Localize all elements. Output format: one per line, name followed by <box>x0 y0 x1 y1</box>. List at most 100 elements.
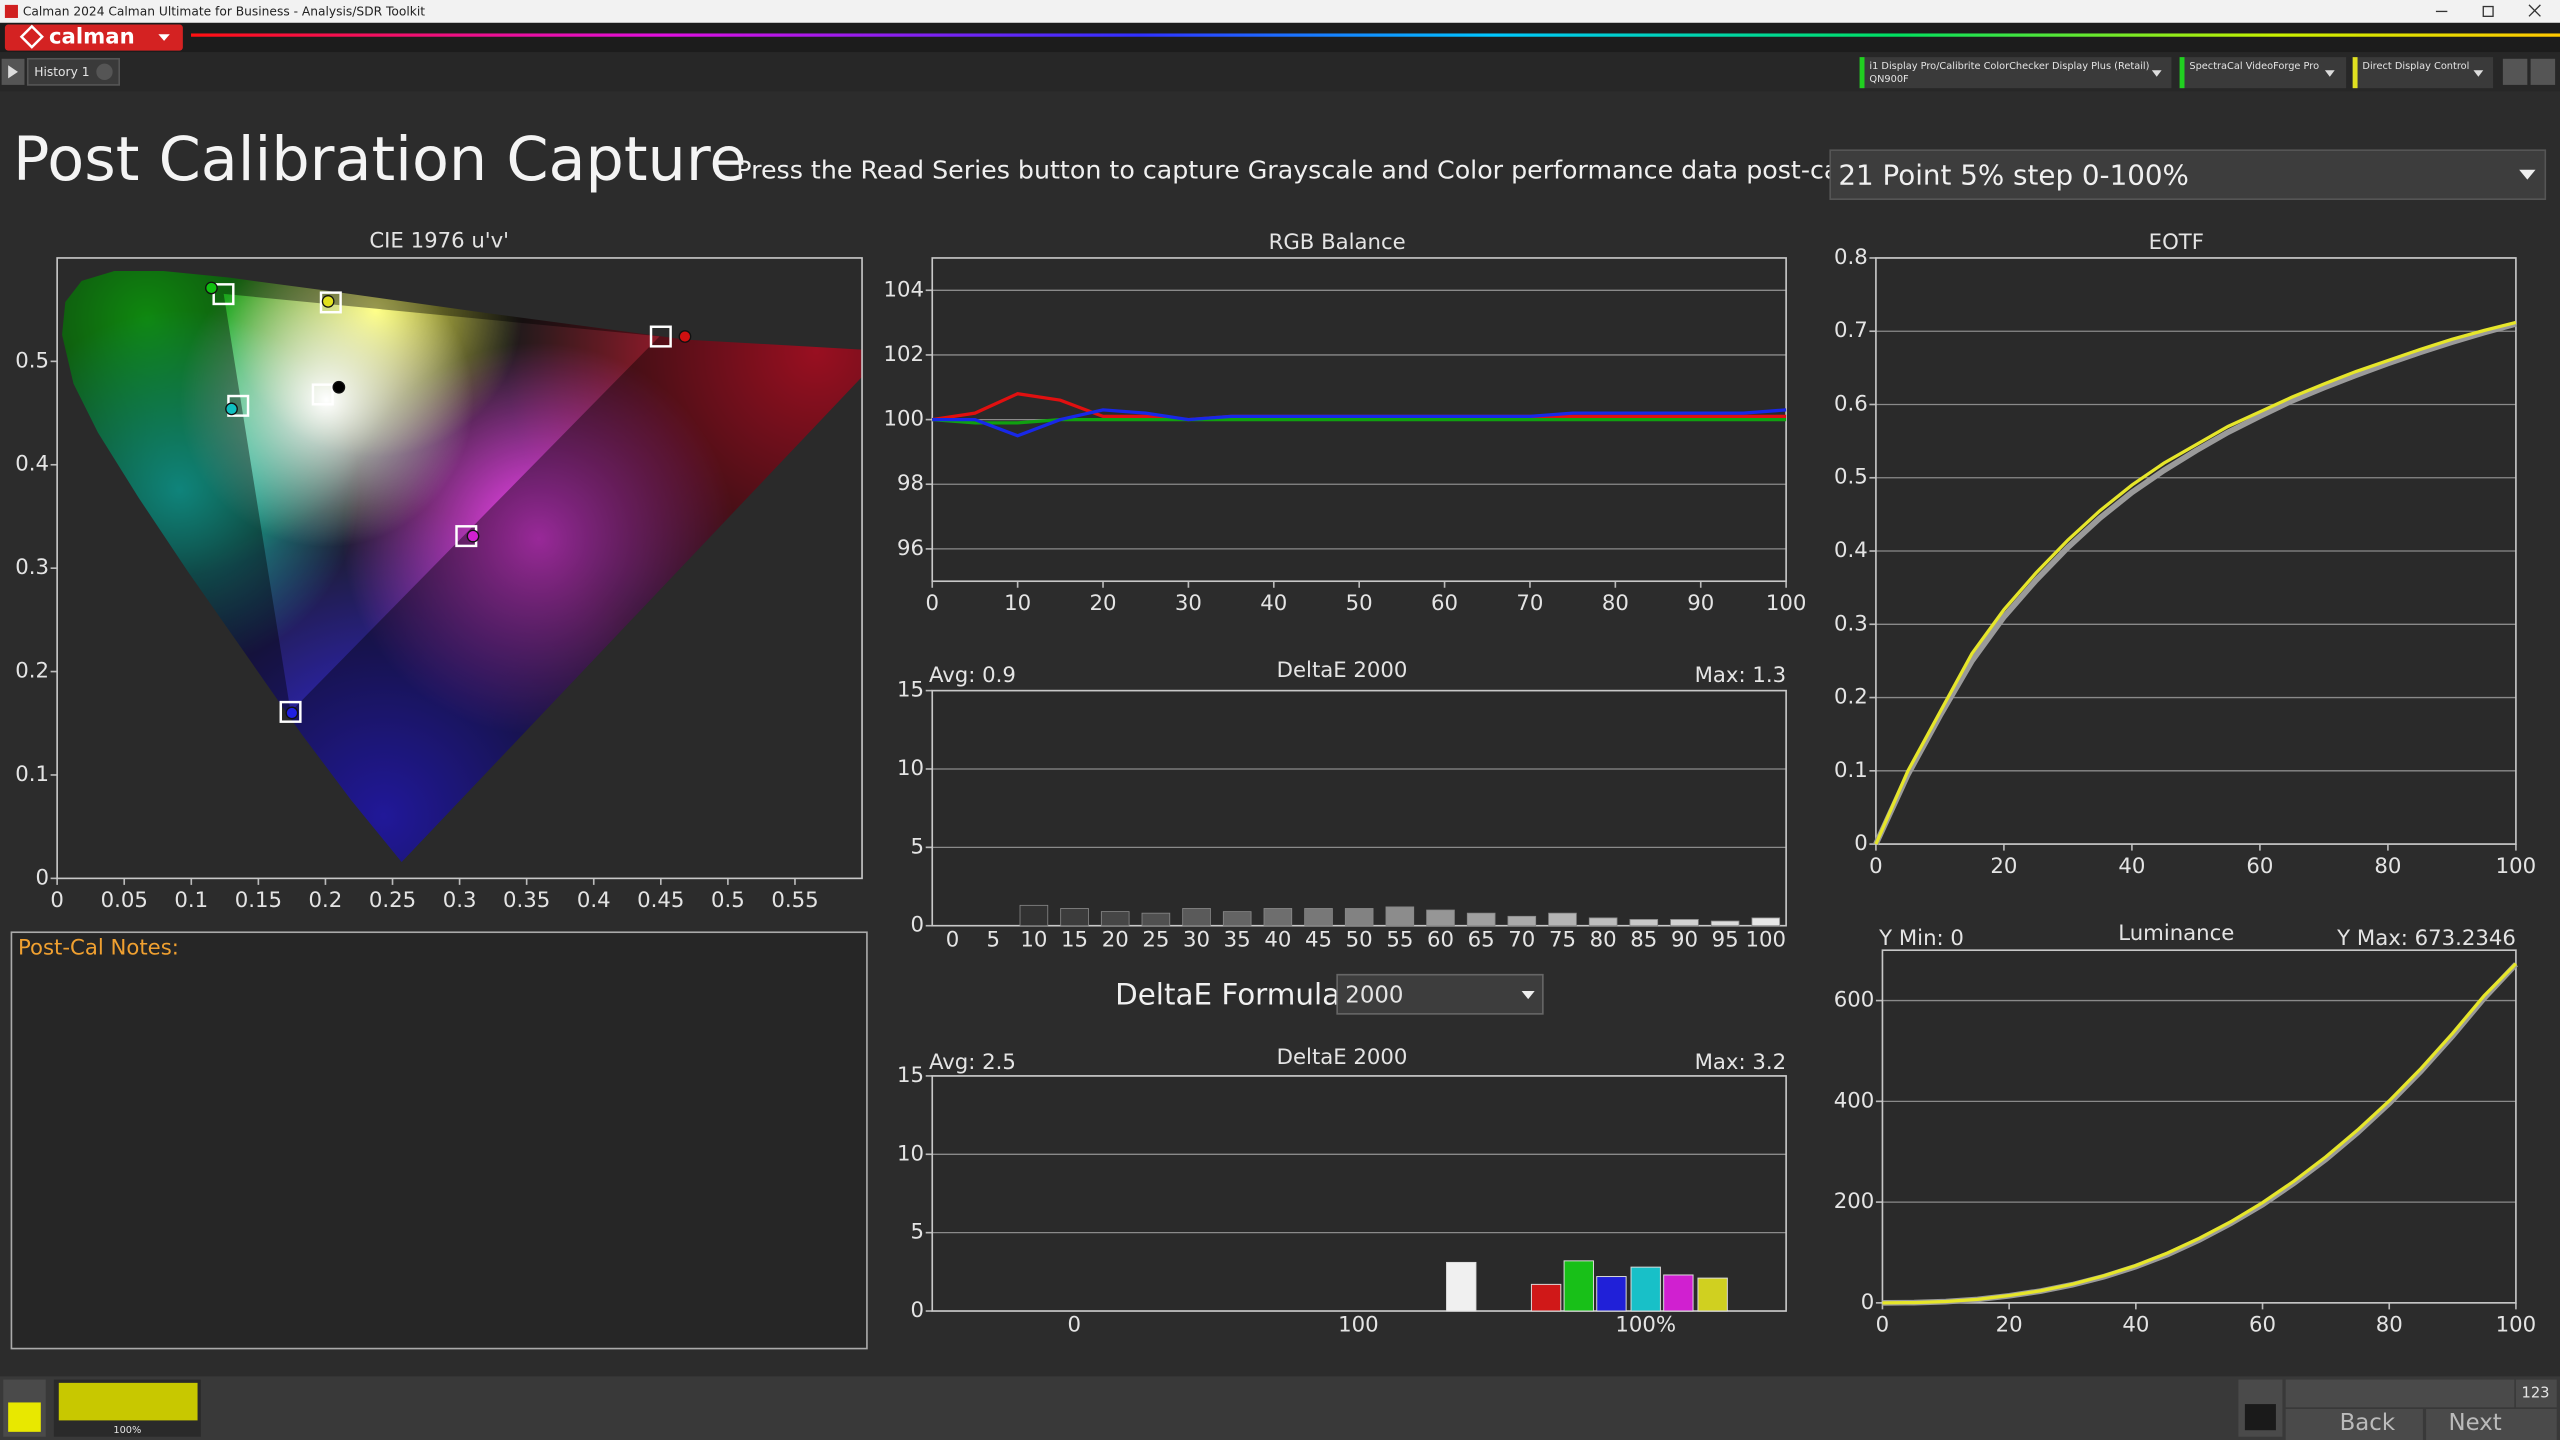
y-tick-label: 0 <box>1854 831 1868 856</box>
counter-box[interactable] <box>2515 1379 2557 1408</box>
chart-title: DeltaE 2000 <box>1277 658 1408 683</box>
app-icon <box>4 4 18 18</box>
bar <box>1563 1260 1594 1312</box>
logo-icon <box>19 24 44 49</box>
bar <box>1507 915 1537 927</box>
x-tick-label: 0 <box>946 927 960 952</box>
device-box[interactable] <box>2352 57 2494 89</box>
x-tick-label: 0.25 <box>369 888 416 913</box>
x-tick-label: 30 <box>1183 927 1210 952</box>
dropdown-arrow <box>1521 991 1535 1000</box>
x-tick-label: 0.55 <box>771 888 818 913</box>
source-swatch <box>8 1402 41 1432</box>
y-tick-label: 0.1 <box>1834 758 1868 783</box>
bar <box>1548 912 1577 927</box>
bar <box>1751 917 1781 927</box>
y-tick-label: 0.2 <box>1834 685 1868 710</box>
play-icon <box>8 65 18 79</box>
formula-label: DeltaE Formula <box>1115 977 1340 1011</box>
y-tick-label: 10 <box>897 756 924 781</box>
x-tick-label: 0 <box>1876 1313 1890 1338</box>
x-tick-label: 5 <box>986 927 1000 952</box>
notes-box[interactable] <box>10 931 868 1350</box>
next-label: Next <box>2448 1410 2501 1436</box>
bar <box>1588 917 1618 927</box>
x-tick-label: 0 <box>925 591 939 616</box>
bar <box>1344 908 1374 927</box>
logo-button[interactable] <box>4 24 183 51</box>
y-tick-label: 100 <box>884 407 925 432</box>
y-tick-label: 0.4 <box>15 452 49 477</box>
x-tick-label: 75 <box>1549 927 1576 952</box>
x-tick-label: 15 <box>1061 927 1088 952</box>
rainbow-line <box>191 33 2560 37</box>
series-line <box>1882 962 2518 1305</box>
back-button[interactable] <box>2285 1408 2423 1440</box>
x-tick-label: 25 <box>1142 927 1169 952</box>
x-tick-label: 90 <box>1687 591 1714 616</box>
bar <box>1710 920 1740 927</box>
measured-point <box>321 295 335 308</box>
y-tick-label: 5 <box>911 1220 925 1245</box>
bar <box>1596 1276 1627 1312</box>
plot-frame <box>931 1075 1787 1312</box>
series-line <box>932 408 1787 438</box>
next-button[interactable] <box>2426 1408 2557 1440</box>
device-box[interactable] <box>2179 57 2347 89</box>
series-dropdown[interactable] <box>1829 149 2547 200</box>
toolbar <box>0 52 2560 92</box>
x-tick-label: 0.5 <box>711 888 745 913</box>
meter-controls[interactable] <box>2285 1379 2515 1408</box>
annotation: Avg: 2.5 <box>929 1050 1016 1075</box>
x-tick-label: 20 <box>1090 591 1117 616</box>
page-title: Post Calibration Capture <box>13 125 746 195</box>
x-tick-label: 100 <box>1746 927 1787 952</box>
y-tick-label: 0.3 <box>15 555 49 580</box>
device-box[interactable] <box>1859 57 2172 89</box>
x-tick-label: 55 <box>1386 927 1413 952</box>
tab-close[interactable] <box>96 63 113 80</box>
device-arrow <box>2324 70 2335 77</box>
plot-area <box>1882 950 2516 1303</box>
x-tick-label: 0.35 <box>503 888 550 913</box>
settings-button[interactable] <box>2502 58 2528 85</box>
target-box <box>279 700 302 723</box>
x-tick-label: 60 <box>1431 591 1458 616</box>
x-tick-label: 65 <box>1468 927 1495 952</box>
plot-area <box>932 690 1787 926</box>
device-name: Direct Display Control <box>2362 61 2469 72</box>
x-tick-label: 40 <box>1264 927 1291 952</box>
target-box <box>212 283 235 306</box>
measured-point <box>466 529 480 543</box>
x-tick-label: 80 <box>2376 1313 2403 1338</box>
bar <box>1222 911 1252 927</box>
series-line <box>1873 321 2517 846</box>
target-box <box>649 325 672 348</box>
patch-swatch <box>58 1382 198 1421</box>
annotation: Max: 1.3 <box>1695 663 1787 688</box>
y-tick-label: 0 <box>911 913 925 938</box>
x-tick-label: 20 <box>1996 1313 2023 1338</box>
logo-row <box>0 22 2560 53</box>
y-tick-label: 0 <box>1861 1290 1875 1315</box>
x-tick-label: 0.2 <box>309 888 343 913</box>
collapse-button[interactable] <box>2530 58 2556 85</box>
chart-title: CIE 1976 u'v' <box>369 229 509 254</box>
y-tick-label: 600 <box>1834 988 1875 1013</box>
formula-dropdown[interactable] <box>1336 973 1544 1015</box>
x-tick-label: 45 <box>1305 927 1332 952</box>
x-tick-label: 95 <box>1712 927 1739 952</box>
device-name: SpectraCal VideoForge Pro <box>2189 61 2319 72</box>
x-tick-label: 60 <box>2249 1313 2276 1338</box>
chart-title: RGB Balance <box>1269 230 1406 255</box>
dropdown-arrow <box>2519 169 2536 180</box>
bar <box>1182 908 1211 927</box>
annotation: Avg: 0.9 <box>929 663 1016 688</box>
x-tick-label: 60 <box>2246 854 2273 879</box>
window-controls[interactable] <box>2435 4 2541 17</box>
plot-frame <box>1881 949 2517 1304</box>
series-line <box>1874 320 2517 845</box>
annotation: Max: 3.2 <box>1695 1050 1787 1075</box>
x-tick-label: 0.1 <box>174 888 208 913</box>
